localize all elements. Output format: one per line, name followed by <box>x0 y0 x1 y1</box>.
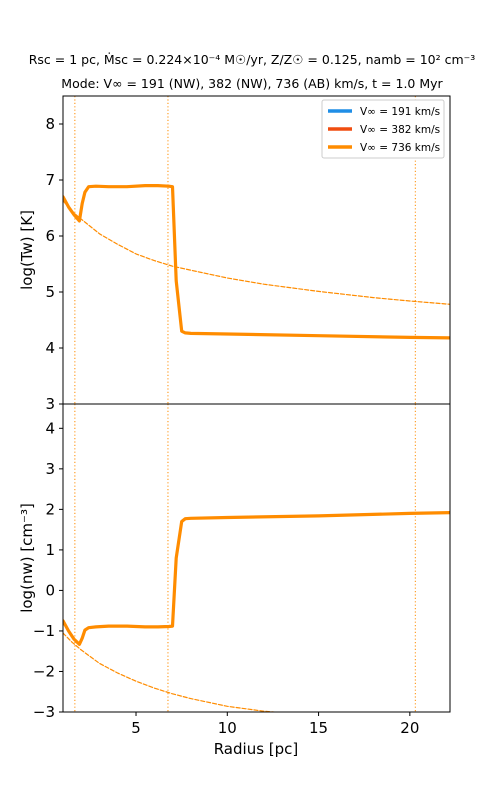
y-tick-label-top-1: 4 <box>45 339 55 357</box>
chart-title-line2: Mode: V∞ = 191 (NW), 382 (NW), 736 (AB) … <box>61 76 443 91</box>
y-tick-label-bottom-7: 4 <box>45 419 55 437</box>
y-tick-label-top-4: 7 <box>45 171 55 189</box>
temperature-series-solid <box>63 184 450 340</box>
y-tick-label-bottom-0: −3 <box>33 703 55 721</box>
x-axis-label: Radius [pc] <box>214 740 299 758</box>
y-tick-label-bottom-5: 2 <box>45 500 55 518</box>
legend: V∞ = 191 km/s V∞ = 382 km/s V∞ = 736 km/… <box>321 99 445 159</box>
y-tick-label-bottom-1: −2 <box>33 662 55 680</box>
density-series-dashed <box>63 632 280 712</box>
legend-label-382: V∞ = 382 km/s <box>360 124 440 136</box>
temperature-series-dashed <box>63 200 450 305</box>
bottom-panel-frame <box>62 403 451 713</box>
y-tick-label-top-0: 3 <box>45 395 55 413</box>
density-series-solid <box>63 510 450 646</box>
y-tick-label-bottom-2: −1 <box>33 622 55 640</box>
x-tick-label-1: 10 <box>218 719 237 737</box>
chart-title-line1: Rsc = 1 pc, Ṁsc = 0.224×10⁻⁴ M☉/yr, Z/Z☉… <box>29 52 476 67</box>
y-tick-label-top-2: 5 <box>45 283 55 301</box>
legend-label-736: V∞ = 736 km/s <box>360 142 440 154</box>
y-tick-label-top-3: 6 <box>45 227 55 245</box>
bottom-panel: −3 −2 −1 0 1 2 3 4 5 10 15 20 log(nw) [cm⁻³] <box>18 403 451 737</box>
bottom-y-axis-label: log(nw) [cm⁻³] <box>18 503 36 613</box>
x-tick-label-2: 15 <box>309 719 328 737</box>
y-tick-label-bottom-6: 3 <box>45 460 55 478</box>
legend-label-191: V∞ = 191 km/s <box>360 106 440 118</box>
y-tick-label-bottom-3: 0 <box>45 581 55 599</box>
y-tick-label-bottom-4: 1 <box>45 541 55 559</box>
top-y-axis-label: log(Tw) [K] <box>18 210 36 290</box>
y-tick-label-top-5: 8 <box>45 115 55 133</box>
x-tick-label-0: 5 <box>131 719 141 737</box>
x-tick-label-3: 20 <box>400 719 419 737</box>
legend-box <box>321 99 445 159</box>
